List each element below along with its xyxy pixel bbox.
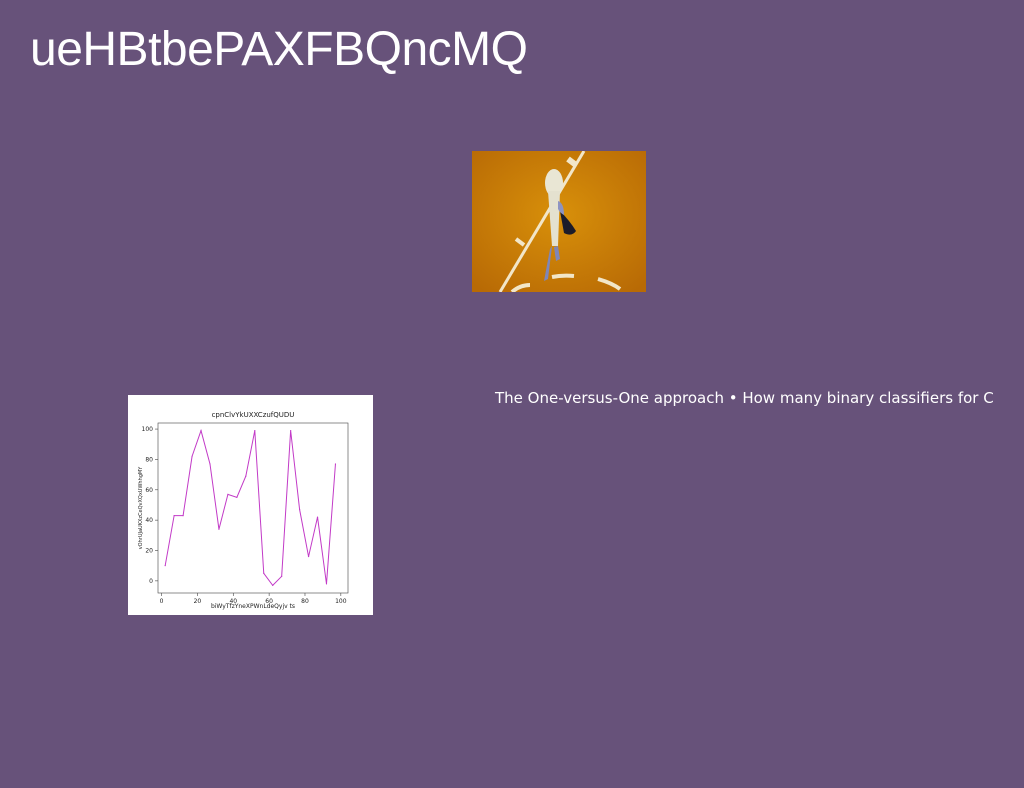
data-point xyxy=(334,463,337,465)
data-point xyxy=(272,584,274,587)
data-point xyxy=(299,508,301,511)
gymnast-image xyxy=(472,151,646,292)
data-point xyxy=(254,429,256,432)
line-chart-card: cpnClvYkUXXCzufQUDU 0 20 40 60 80 100 0 20 40 60… xyxy=(128,395,373,615)
data-point xyxy=(200,429,202,432)
x-axis-ticks: 0 20 40 60 80 100 xyxy=(160,593,347,605)
data-point xyxy=(209,463,211,465)
data-point xyxy=(236,496,238,498)
y-tick-label: 60 xyxy=(145,487,153,494)
data-point xyxy=(227,493,229,495)
x-tick-label: 80 xyxy=(301,598,309,605)
data-point xyxy=(263,572,265,574)
gymnast-photo xyxy=(472,151,646,292)
y-tick-label: 100 xyxy=(142,426,154,433)
x-axis-label: biWyTfzYneXPWnLdeQyjv ts xyxy=(211,603,295,610)
x-tick-label: 20 xyxy=(194,598,202,605)
data-point xyxy=(281,575,283,577)
slide-caption: The One-versus-One approach • How many b… xyxy=(495,389,994,407)
data-point xyxy=(245,475,247,477)
y-tick-label: 20 xyxy=(145,548,153,555)
x-tick-label: 60 xyxy=(265,598,273,605)
plot-frame xyxy=(157,422,349,594)
series-line xyxy=(164,428,336,587)
line-chart: cpnClvYkUXXCzufQUDU 0 20 40 60 80 100 0 20 40 60… xyxy=(138,411,349,610)
data-point xyxy=(173,514,175,517)
y-axis-label: vOhrUJaUKXzCeQvXQxUWhhgMY xyxy=(138,466,144,550)
data-point xyxy=(191,455,193,457)
y-tick-label: 0 xyxy=(149,578,153,585)
y-axis-ticks: 0 20 40 60 80 100 xyxy=(142,426,158,585)
data-point xyxy=(316,516,319,518)
y-tick-label: 40 xyxy=(145,517,153,524)
x-tick-label: 40 xyxy=(229,598,237,605)
data-point xyxy=(307,555,310,558)
data-point xyxy=(182,514,184,517)
x-tick-label: 100 xyxy=(335,598,347,605)
data-point xyxy=(218,528,220,530)
y-tick-label: 80 xyxy=(145,456,153,463)
series-layer xyxy=(164,428,337,587)
slide-title: ueHBtbePAXFBQncMQ xyxy=(30,23,528,76)
data-point xyxy=(164,565,166,567)
data-point xyxy=(325,583,328,585)
data-point xyxy=(290,429,292,432)
x-tick-label: 0 xyxy=(160,598,164,605)
chart-title: cpnClvYkUXXCzufQUDU xyxy=(212,411,295,419)
